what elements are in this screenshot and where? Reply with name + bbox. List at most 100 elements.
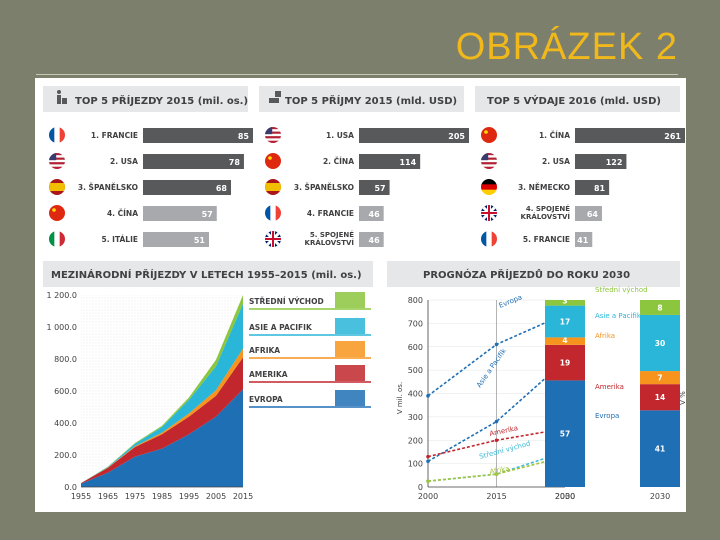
country-label: 4. FRANCIE <box>307 209 354 218</box>
country-label: 1. ČÍNA <box>539 131 570 140</box>
x-tick-label: 1975 <box>125 492 145 501</box>
segment-value: 7 <box>657 374 662 383</box>
stack-segment <box>640 300 680 315</box>
y-tick-label: 200 <box>408 436 423 445</box>
region-label: Střední východ <box>595 286 648 294</box>
country-label: 4. SPOJENÉ <box>526 204 570 213</box>
bar <box>359 232 384 247</box>
panel-title: TOP 5 VÝDAJE 2016 (mld. USD) <box>487 94 661 107</box>
legend-item: ASIE A PACIFIK <box>249 318 371 336</box>
germany-flag-icon <box>481 179 497 195</box>
country-label: 2. ČÍNA <box>323 157 354 166</box>
stack-segment <box>640 384 680 411</box>
top5-row: 3. ŠPANĚLSKO 57 <box>265 179 390 195</box>
top5-row: 2. USA 122 <box>481 153 627 169</box>
country-label: KRÁLOVSTVÍ <box>305 238 355 247</box>
uk-flag-icon <box>481 205 497 221</box>
china-flag-icon <box>265 153 281 169</box>
usa-flag-icon <box>481 153 497 169</box>
y-tick-label: 1 200.0 <box>46 291 77 300</box>
y-tick-label: 0 <box>418 483 423 492</box>
top5-row: 4. ČÍNA 57 <box>49 205 217 221</box>
landmark-icon <box>335 318 365 334</box>
top5-row: 5. ITÁLIE 51 <box>49 231 209 247</box>
bar <box>575 154 627 169</box>
segment-value: 30 <box>655 339 665 348</box>
top5-arrivals-panel: TOP 5 PŘÍJEZDY 2015 (mil. os.) 1. FRANCI… <box>43 86 253 247</box>
stack-segment <box>640 371 680 385</box>
bar <box>143 180 231 195</box>
segment-value: 57 <box>560 430 570 439</box>
stack-segment <box>640 410 680 487</box>
stack-segment <box>545 337 585 345</box>
landmark-icon <box>335 390 365 406</box>
panel-header <box>43 261 373 287</box>
usa-flag-icon <box>265 127 281 143</box>
top5-row: 4. FRANCIE 46 <box>265 205 384 221</box>
legend-label: EVROPA <box>249 395 283 404</box>
bar-value: 46 <box>369 210 381 219</box>
series-label: Amerika <box>489 424 519 438</box>
series-label: Evropa <box>498 293 524 310</box>
y-tick-label: 100 <box>408 460 423 469</box>
legend-item: AFRIKA <box>249 341 371 359</box>
stack-segment <box>545 305 585 338</box>
country-label: KRÁLOVSTVÍ <box>521 212 571 221</box>
panel-title: PROGNÓZA PŘÍJEZDŮ DO ROKU 2030 <box>423 268 630 281</box>
infographic-svg: TOP 5 PŘÍJEZDY 2015 (mil. os.) 1. FRANCI… <box>43 86 687 501</box>
region-label: Afrika <box>595 332 615 340</box>
stack-segment <box>640 314 680 372</box>
data-point <box>494 438 499 443</box>
china-flag-icon <box>49 205 65 221</box>
bar-value: 114 <box>399 158 416 167</box>
panel-header <box>475 86 680 112</box>
legend-item: STŘEDNÍ VÝCHOD <box>249 292 371 310</box>
bar <box>575 128 685 143</box>
bar-value: 51 <box>194 236 206 245</box>
bar <box>143 128 253 143</box>
region-label: Amerika <box>595 383 624 391</box>
landmark-icon <box>335 365 365 381</box>
x-tick-label: 2015 <box>486 492 506 501</box>
legend-item: AMERIKA <box>249 365 371 383</box>
bar-value: 57 <box>202 210 213 219</box>
traveler-icon <box>57 90 67 104</box>
data-point <box>426 459 430 464</box>
forecast-panel: PROGNÓZA PŘÍJEZDŮ DO ROKU 2030 0 100 200 30… <box>387 261 687 501</box>
bar <box>575 232 593 247</box>
legend-label: AFRIKA <box>249 346 280 355</box>
bar <box>143 154 244 169</box>
region-label: Evropa <box>595 412 619 420</box>
bar-value: 81 <box>594 184 606 193</box>
segment-value: 14 <box>655 393 665 402</box>
y-tick-label: 1 000.0 <box>46 323 77 332</box>
france-flag-icon <box>265 205 281 221</box>
bar <box>359 180 390 195</box>
data-point <box>494 342 499 347</box>
y-tick-label: 800.0 <box>54 355 77 364</box>
x-tick-label: 2030 <box>555 492 575 501</box>
country-label: 2. USA <box>110 157 138 166</box>
stack-segment <box>545 344 585 381</box>
x-tick-label: 1985 <box>152 492 172 501</box>
y-tick-label: 600 <box>408 343 423 352</box>
bar <box>575 206 602 221</box>
panel-title: TOP 5 PŘÍJEZDY 2015 (mil. os.) <box>75 94 248 107</box>
y-tick-label: 400 <box>408 390 423 399</box>
data-point <box>426 454 430 459</box>
bar-value: 205 <box>448 132 465 141</box>
region-label: Asie a Pacifik <box>595 312 642 320</box>
stack-segment <box>545 380 585 487</box>
legend-label: STŘEDNÍ VÝCHOD <box>249 297 324 306</box>
bar <box>143 206 217 221</box>
data-point <box>494 419 499 424</box>
x-tick-label: 2000 <box>555 492 575 501</box>
landmark-icon <box>335 341 365 357</box>
legend-label: AMERIKA <box>249 370 288 379</box>
top5-row: 1. ČÍNA 261 <box>481 127 685 143</box>
y-tick-label: 400.0 <box>54 419 77 428</box>
y-tick-label: 700 <box>408 319 423 328</box>
bar-value: 41 <box>577 236 589 245</box>
segment-value: 41 <box>655 445 665 454</box>
top5-expenditures-panel: TOP 5 VÝDAJE 2016 (mld. USD) 1. ČÍNA 261 2… <box>475 86 685 247</box>
